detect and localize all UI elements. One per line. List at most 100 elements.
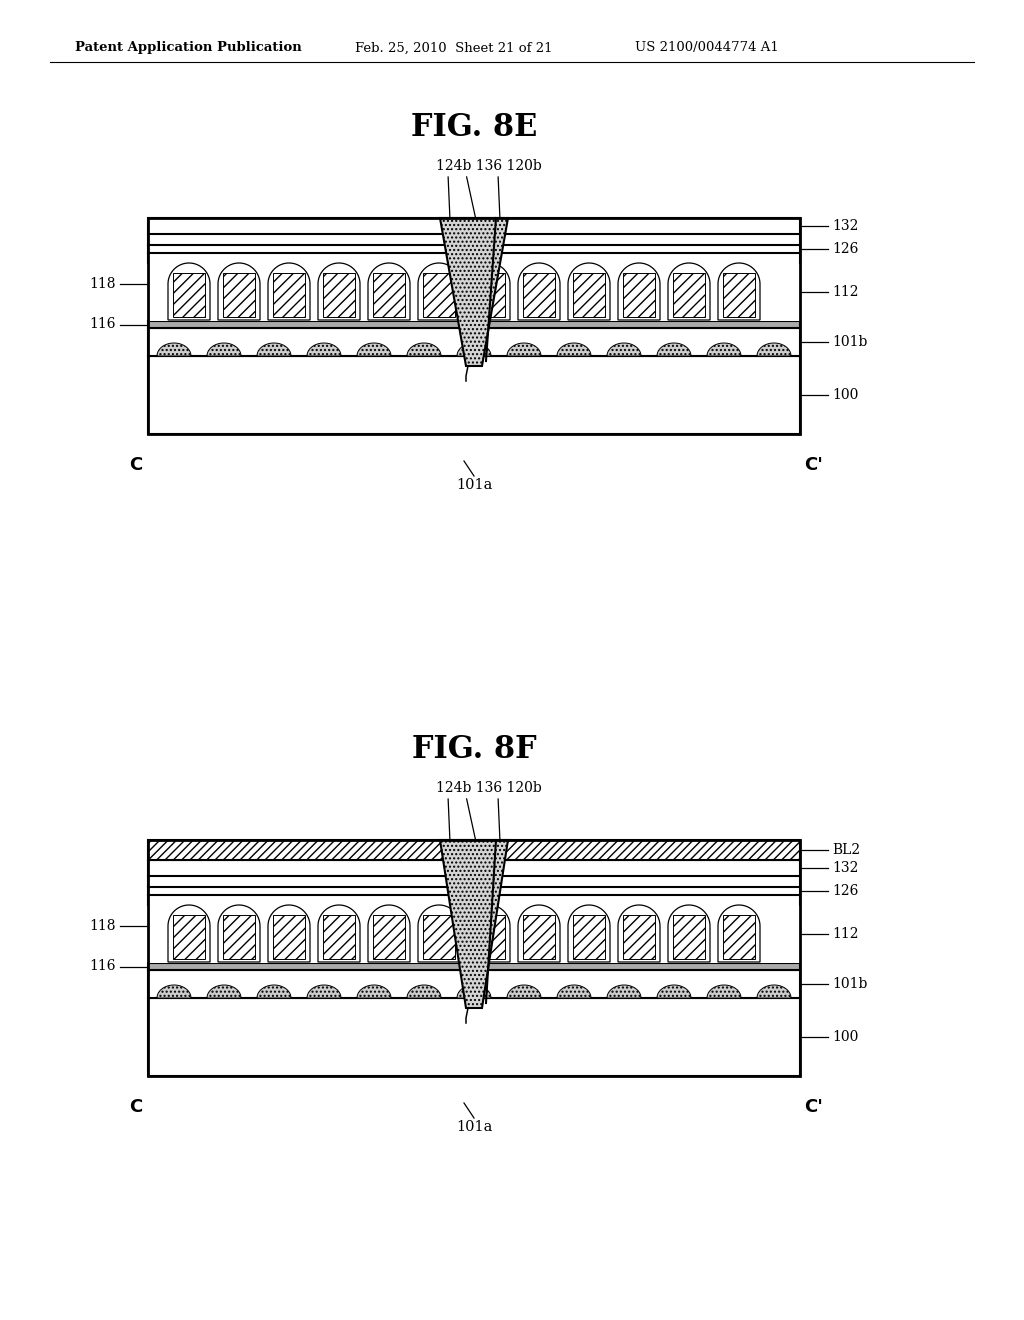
Polygon shape [568, 263, 610, 319]
Text: 112: 112 [831, 927, 858, 941]
Polygon shape [168, 906, 210, 962]
Bar [173, 915, 205, 960]
Polygon shape [218, 906, 260, 962]
Polygon shape [618, 906, 660, 962]
Polygon shape [757, 985, 791, 998]
Polygon shape [668, 263, 710, 319]
Text: 126: 126 [831, 242, 858, 256]
Bar [423, 915, 455, 960]
Polygon shape [557, 343, 591, 356]
Bar [148, 234, 800, 246]
Bar [148, 356, 800, 434]
Bar [473, 915, 505, 960]
Polygon shape [518, 906, 560, 962]
Bar [223, 915, 255, 960]
Polygon shape [268, 906, 310, 962]
Bar [148, 964, 800, 970]
Bar [273, 915, 305, 960]
Polygon shape [457, 985, 490, 998]
Text: C': C' [805, 455, 823, 474]
Polygon shape [440, 840, 508, 1008]
Polygon shape [518, 263, 560, 319]
Polygon shape [607, 343, 641, 356]
Polygon shape [718, 263, 760, 319]
Text: Patent Application Publication: Patent Application Publication [75, 41, 302, 54]
Polygon shape [418, 906, 460, 962]
Text: 101a: 101a [456, 1119, 493, 1134]
Polygon shape [207, 343, 241, 356]
Text: C': C' [805, 1098, 823, 1115]
Polygon shape [757, 343, 791, 356]
Bar [323, 273, 355, 317]
Bar [723, 273, 755, 317]
Polygon shape [707, 343, 741, 356]
Polygon shape [557, 985, 591, 998]
Bar [623, 273, 655, 317]
Bar [673, 273, 705, 317]
Bar [148, 263, 800, 321]
Polygon shape [268, 263, 310, 319]
Polygon shape [257, 985, 291, 998]
Text: 112: 112 [831, 285, 858, 300]
Polygon shape [368, 263, 410, 319]
Bar [148, 327, 800, 356]
Polygon shape [218, 263, 260, 319]
Text: 124b 136 120b: 124b 136 120b [436, 158, 542, 173]
Text: C: C [129, 1098, 142, 1115]
Polygon shape [657, 343, 691, 356]
Text: 118: 118 [89, 277, 116, 290]
Polygon shape [157, 985, 191, 998]
Polygon shape [618, 263, 660, 319]
Polygon shape [468, 906, 510, 962]
Polygon shape [307, 985, 341, 998]
Text: 124b 136 120b: 124b 136 120b [436, 781, 542, 795]
Bar [723, 915, 755, 960]
Text: C: C [129, 455, 142, 474]
Polygon shape [718, 906, 760, 962]
Polygon shape [257, 343, 291, 356]
Text: 100: 100 [831, 1030, 858, 1044]
Polygon shape [507, 985, 541, 998]
Polygon shape [707, 985, 741, 998]
Bar [148, 218, 800, 234]
Polygon shape [357, 343, 391, 356]
Text: Feb. 25, 2010  Sheet 21 of 21: Feb. 25, 2010 Sheet 21 of 21 [355, 41, 553, 54]
Bar [148, 840, 800, 1076]
Text: 101a: 101a [456, 478, 493, 492]
Bar [148, 218, 800, 434]
Polygon shape [318, 906, 360, 962]
Bar [573, 273, 605, 317]
Bar [373, 915, 406, 960]
Polygon shape [407, 343, 441, 356]
Text: BL2: BL2 [831, 843, 860, 857]
Text: 116: 116 [89, 318, 116, 331]
Bar [148, 253, 800, 263]
Polygon shape [418, 263, 460, 319]
Polygon shape [507, 343, 541, 356]
Bar [523, 915, 555, 960]
Polygon shape [207, 985, 241, 998]
Polygon shape [157, 343, 191, 356]
Bar [148, 876, 800, 887]
Bar [148, 840, 800, 861]
Bar [623, 915, 655, 960]
Text: 118: 118 [89, 919, 116, 933]
Polygon shape [318, 263, 360, 319]
Polygon shape [307, 343, 341, 356]
Bar [323, 915, 355, 960]
Text: 132: 132 [831, 219, 858, 234]
Polygon shape [457, 343, 490, 356]
Text: 126: 126 [831, 884, 858, 898]
Polygon shape [468, 263, 510, 319]
Text: 132: 132 [831, 861, 858, 875]
Bar [373, 273, 406, 317]
Bar [148, 321, 800, 327]
Polygon shape [657, 985, 691, 998]
Text: FIG. 8E: FIG. 8E [411, 112, 538, 144]
Text: US 2100/0044774 A1: US 2100/0044774 A1 [635, 41, 778, 54]
Bar [148, 887, 800, 895]
Bar [223, 273, 255, 317]
Bar [148, 970, 800, 998]
Polygon shape [407, 985, 441, 998]
Polygon shape [607, 985, 641, 998]
